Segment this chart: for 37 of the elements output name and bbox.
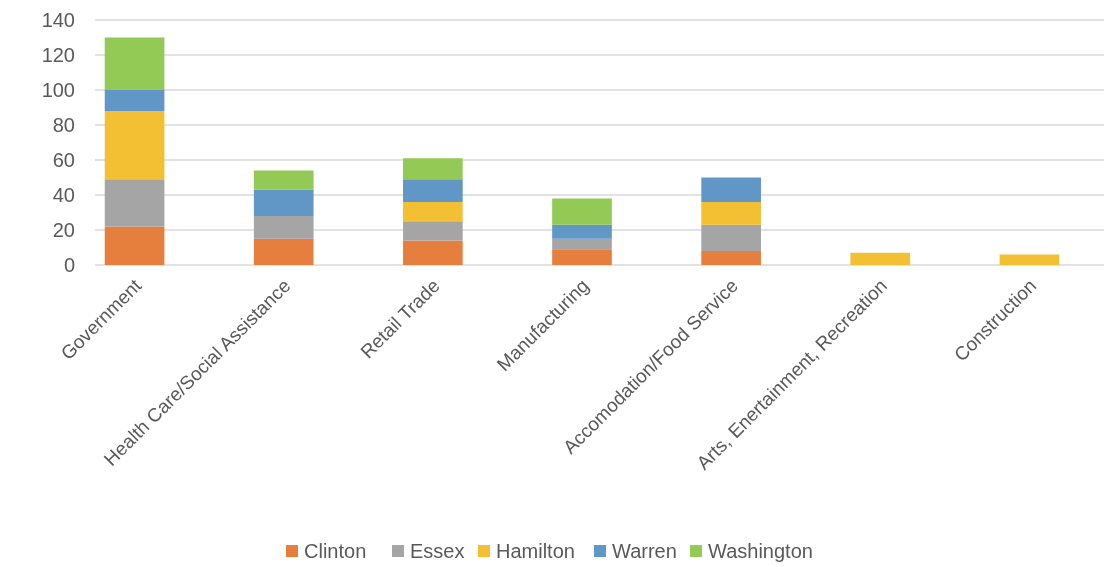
bar xyxy=(403,158,463,180)
y-tick-label: 60 xyxy=(52,149,75,171)
legend-label: Clinton xyxy=(304,540,367,562)
bar xyxy=(104,226,165,265)
bar xyxy=(253,238,314,265)
bar xyxy=(403,179,463,202)
bar xyxy=(850,252,911,265)
bar xyxy=(701,202,761,225)
legend-label: Hamilton xyxy=(496,540,575,562)
bar xyxy=(104,179,165,227)
bar xyxy=(999,254,1060,265)
bar xyxy=(104,90,165,111)
bar xyxy=(552,238,612,250)
y-tick-label: 120 xyxy=(41,44,75,66)
bar xyxy=(253,170,314,190)
bar xyxy=(403,202,463,222)
y-tick-label: 0 xyxy=(63,254,75,276)
legend-label: Essex xyxy=(410,540,465,562)
bar xyxy=(701,177,761,202)
y-tick-label: 80 xyxy=(52,114,75,136)
bar xyxy=(552,198,612,225)
bar xyxy=(701,251,761,265)
bar xyxy=(552,249,612,265)
bar xyxy=(104,111,165,180)
bar xyxy=(104,37,165,90)
bar xyxy=(253,189,314,216)
bar xyxy=(253,216,314,239)
legend-label: Warren xyxy=(612,540,677,562)
bar xyxy=(701,224,761,251)
bar xyxy=(403,221,463,241)
bar xyxy=(403,240,463,265)
legend-label: Washington xyxy=(708,540,813,562)
y-tick-label: 140 xyxy=(41,9,75,31)
y-tick-label: 100 xyxy=(41,79,75,101)
y-tick-label: 40 xyxy=(52,184,75,206)
y-tick-label: 20 xyxy=(52,219,75,241)
bar xyxy=(552,224,612,239)
